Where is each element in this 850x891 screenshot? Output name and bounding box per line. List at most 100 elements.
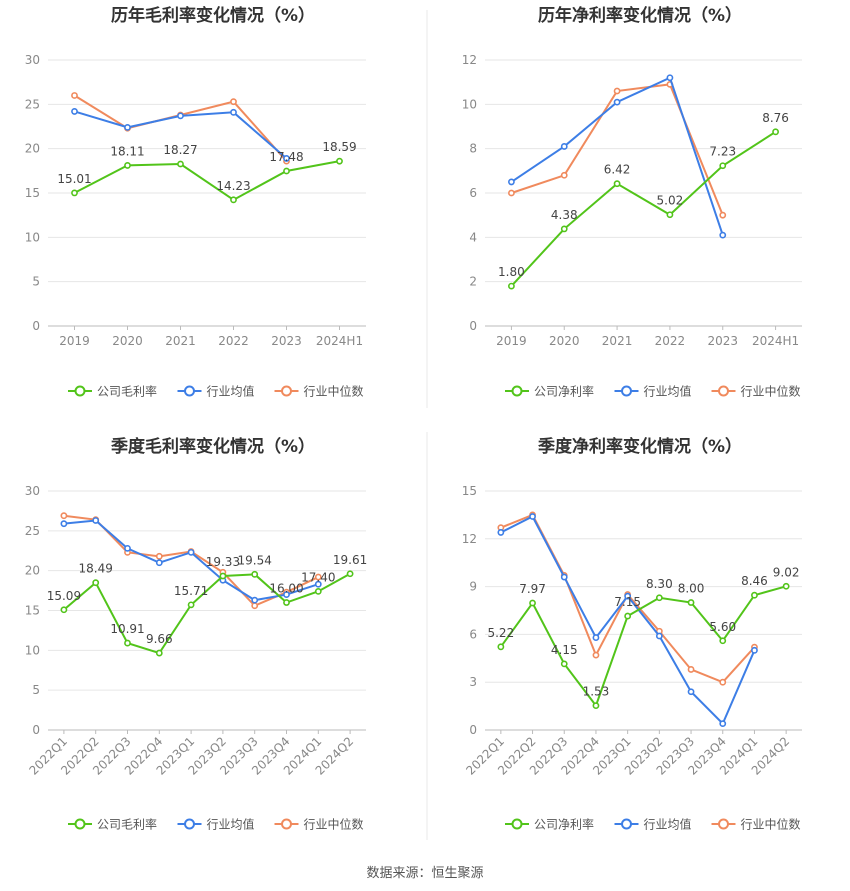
chart-title: 季度毛利率变化情况（%） (111, 436, 315, 457)
data-point-company (687, 599, 695, 606)
legend-marker-icon (74, 385, 86, 397)
data-point-company (346, 570, 354, 578)
y-tick-label: 6 (469, 627, 477, 641)
data-label: 8.30 (646, 577, 673, 591)
data-point-company (529, 599, 536, 607)
legend-label: 公司毛利率 (97, 817, 157, 832)
data-label: 5.22 (487, 626, 514, 640)
data-label: 4.38 (551, 208, 578, 222)
data-point-industry-median (592, 651, 600, 659)
legend-item-industry-median[interactable]: 行业中位数 (711, 384, 801, 399)
y-tick-label: 3 (469, 675, 477, 689)
y-tick-label: 12 (462, 532, 477, 546)
x-tick-label: 2019 (59, 334, 90, 348)
y-tick-label: 5 (32, 275, 40, 289)
legend-label: 行业均值 (644, 817, 692, 832)
y-tick-label: 30 (25, 484, 40, 498)
data-source-note: 数据来源：恒生聚源 (366, 866, 484, 881)
legend-item-company[interactable]: 公司净利率 (505, 817, 594, 832)
x-tick-label: 2023 (271, 334, 302, 348)
legend-label: 行业中位数 (304, 384, 364, 399)
x-tick-label: 2022 (218, 334, 249, 348)
data-point-industry-avg (283, 155, 290, 162)
y-tick-label: 10 (25, 230, 40, 244)
data-point-company (666, 211, 674, 219)
legend-label: 行业中位数 (741, 384, 801, 399)
data-label: 10.91 (110, 622, 144, 636)
legend-item-industry-median[interactable]: 行业中位数 (274, 817, 364, 832)
legend-marker-icon (184, 818, 195, 830)
x-tick-label: 2020 (112, 334, 143, 348)
legend-item-industry-avg[interactable]: 行业均值 (614, 817, 692, 832)
data-point-industry-median (60, 512, 68, 520)
legend-item-industry-avg[interactable]: 行业均值 (177, 384, 255, 399)
x-tick-label: 2024H1 (316, 334, 363, 348)
data-point-industry-avg (719, 720, 727, 728)
legend-marker-icon (511, 818, 523, 830)
y-tick-label: 0 (469, 723, 477, 737)
legend-item-company[interactable]: 公司毛利率 (68, 817, 157, 832)
y-tick-label: 12 (462, 53, 477, 67)
data-point-industry-avg (60, 520, 68, 528)
y-tick-label: 4 (469, 230, 477, 244)
data-point-industry-avg (71, 108, 78, 115)
data-point-company (613, 180, 621, 188)
data-point-industry-median (613, 87, 621, 95)
data-label: 15.01 (57, 172, 91, 186)
data-point-company (124, 162, 131, 169)
quarterly-net-margin-chart: 季度净利率变化情况（%）036912152022Q12022Q22022Q320… (462, 436, 802, 832)
x-tick-label: 2021 (165, 334, 196, 348)
data-label: 9.66 (146, 632, 173, 646)
data-label: 8.76 (762, 111, 789, 125)
series-line-company (63, 572, 351, 655)
data-label: 5.60 (709, 620, 736, 634)
legend-label: 行业中位数 (741, 817, 801, 832)
legend-item-industry-avg[interactable]: 行业均值 (614, 384, 692, 399)
data-point-company (60, 606, 68, 614)
data-point-company (92, 579, 100, 587)
data-point-company (560, 225, 568, 233)
data-point-industry-avg (124, 544, 131, 552)
data-label: 1.80 (498, 265, 525, 279)
legend-item-industry-median[interactable]: 行业中位数 (274, 384, 364, 399)
y-tick-label: 6 (469, 186, 477, 200)
data-point-industry-avg (251, 596, 259, 604)
x-tick-label: 2022 (655, 334, 686, 348)
y-tick-label: 15 (25, 604, 40, 618)
x-tick-label: 2019 (496, 334, 527, 348)
chart-title: 历年净利率变化情况（%） (538, 5, 742, 26)
data-label: 19.61 (333, 553, 367, 567)
data-label: 17.40 (301, 570, 335, 584)
data-label: 15.71 (174, 584, 208, 598)
data-label: 18.27 (163, 143, 197, 157)
y-tick-label: 20 (25, 564, 40, 578)
data-point-industry-avg (177, 112, 184, 120)
legend-item-industry-median[interactable]: 行业中位数 (711, 817, 801, 832)
data-label: 18.11 (110, 144, 144, 158)
data-label: 7.97 (519, 582, 546, 596)
data-point-industry-avg (687, 688, 695, 696)
data-label: 7.23 (709, 145, 736, 159)
legend-item-industry-avg[interactable]: 行业均值 (177, 817, 255, 832)
x-tick-label: 2024H1 (752, 334, 799, 348)
data-point-company (782, 582, 790, 590)
data-point-industry-avg (283, 591, 290, 598)
legend-item-company[interactable]: 公司净利率 (505, 384, 594, 399)
data-point-company (283, 167, 290, 175)
data-label: 16.00 (269, 582, 303, 596)
data-point-company (592, 702, 600, 710)
data-point-company (251, 570, 259, 578)
data-point-industry-avg (751, 646, 758, 654)
chart-title: 季度净利率变化情况（%） (538, 436, 742, 457)
legend-item-company[interactable]: 公司毛利率 (68, 384, 157, 399)
data-point-industry-median (251, 602, 259, 610)
data-point-industry-median (230, 98, 237, 106)
data-point-company (177, 160, 184, 168)
data-label: 9.02 (773, 565, 800, 579)
data-label: 5.02 (657, 194, 684, 208)
legend-label: 行业均值 (207, 817, 255, 832)
y-tick-label: 8 (469, 142, 477, 156)
legend-marker-icon (718, 818, 729, 830)
data-point-company (314, 587, 322, 595)
